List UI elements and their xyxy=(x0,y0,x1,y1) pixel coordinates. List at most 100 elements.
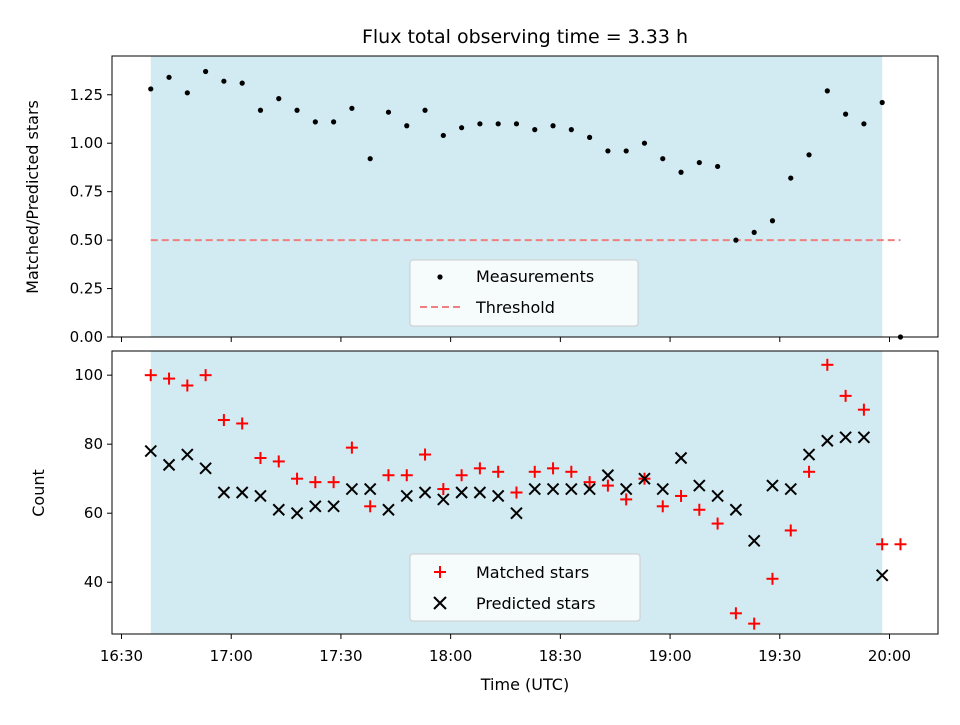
matched-star-point xyxy=(382,469,395,482)
matched-star-point xyxy=(656,500,669,513)
measurement-point xyxy=(605,148,611,154)
top-y-tick-label: 1.25 xyxy=(70,86,103,104)
matched-star-point xyxy=(839,389,852,402)
predicted-star-point xyxy=(619,482,633,496)
predicted-star-point xyxy=(802,448,816,461)
measurement-point xyxy=(861,121,867,127)
predicted-star-point xyxy=(418,486,432,499)
legend-measurements-label: Measurements xyxy=(476,267,594,286)
measurement-point xyxy=(806,152,812,158)
matched-star-point xyxy=(309,476,322,489)
bottom-y-tick-label: 80 xyxy=(84,435,103,453)
predicted-stars-points xyxy=(144,431,889,582)
measurement-point xyxy=(148,86,154,92)
legend-measurements-marker xyxy=(437,274,443,280)
measurement-point xyxy=(751,229,757,235)
measurement-point xyxy=(422,107,428,113)
matched-star-point xyxy=(181,379,194,392)
measurement-point xyxy=(532,127,538,133)
measurement-point xyxy=(623,148,629,154)
bottom-y-tick-label: 40 xyxy=(84,573,103,591)
measurement-point xyxy=(495,121,501,127)
predicted-star-point xyxy=(181,448,194,461)
predicted-star-point xyxy=(711,489,724,503)
measurement-point xyxy=(276,96,282,102)
measurement-point xyxy=(550,123,556,129)
measurement-point xyxy=(879,99,885,106)
x-tick-label: 17:30 xyxy=(319,647,362,665)
measurement-point xyxy=(769,218,776,224)
predicted-star-point xyxy=(272,503,285,516)
measurement-point xyxy=(404,123,410,129)
matched-star-point xyxy=(803,465,816,478)
predicted-star-point xyxy=(491,489,505,503)
predicted-star-point xyxy=(821,434,834,447)
matched-star-point xyxy=(510,486,523,499)
measurement-point xyxy=(824,88,830,94)
x-tick-label: 17:00 xyxy=(210,647,253,665)
x-tick-label: 20:00 xyxy=(868,647,911,665)
matched-star-point xyxy=(547,462,560,475)
predicted-star-point xyxy=(693,479,706,492)
top-y-tick-label: 0.50 xyxy=(70,231,103,249)
predicted-star-point xyxy=(510,507,523,520)
measurement-point xyxy=(367,156,373,162)
measurement-point xyxy=(678,169,684,175)
predicted-star-point xyxy=(437,493,450,506)
top-y-tick-label: 0.75 xyxy=(70,183,103,201)
matched-star-point xyxy=(473,462,486,475)
predicted-star-point xyxy=(747,534,761,548)
top-y-tick-label: 0.00 xyxy=(70,328,103,346)
matched-star-point xyxy=(492,465,505,478)
measurement-point xyxy=(696,159,702,166)
top-plot-frame xyxy=(111,55,939,338)
top-x-ticks xyxy=(121,337,890,342)
predicted-star-point xyxy=(857,431,871,444)
matched-star-point xyxy=(821,358,834,371)
matched-star-point xyxy=(675,489,688,502)
measurement-point xyxy=(239,80,245,86)
matched-star-point xyxy=(236,417,249,430)
predicted-star-point xyxy=(455,486,468,499)
matched-star-point xyxy=(894,538,907,551)
measurement-point xyxy=(221,78,227,84)
predicted-star-point xyxy=(784,482,797,496)
bottom-y-ticks: 40 60 80 100 xyxy=(74,366,112,591)
matched-star-point xyxy=(272,455,285,468)
x-tick-label: 19:30 xyxy=(758,647,801,665)
predicted-star-point xyxy=(235,486,249,499)
legend-matched-marker xyxy=(434,566,446,578)
predicted-star-point xyxy=(638,472,651,485)
measurement-point xyxy=(715,163,721,170)
measurement-point xyxy=(349,105,355,111)
predicted-star-point xyxy=(729,503,743,516)
measurement-point xyxy=(294,107,300,113)
legend-threshold-label: Threshold xyxy=(475,298,555,317)
predicted-star-point xyxy=(309,500,322,513)
x-tick-label: 18:00 xyxy=(429,647,472,665)
predicted-star-point xyxy=(254,489,267,503)
predicted-star-point xyxy=(546,482,560,496)
matched-star-point xyxy=(345,441,358,454)
bottom-legend: Matched stars Predicted stars xyxy=(409,553,641,622)
measurement-point xyxy=(477,121,483,127)
x-tick-label: 19:00 xyxy=(648,647,691,665)
bottom-x-ticks: 16:30 17:00 17:30 18:00 18:30 19:00 19:30 20:00 xyxy=(100,634,911,665)
predicted-star-point xyxy=(217,486,231,499)
predicted-star-point xyxy=(473,486,487,499)
matched-star-point xyxy=(620,493,633,506)
matched-star-point xyxy=(857,403,870,416)
matched-star-point xyxy=(419,448,432,461)
bottom-plot-frame xyxy=(111,350,939,635)
predicted-star-point xyxy=(290,507,304,520)
matched-star-point xyxy=(327,476,340,489)
matched-star-point xyxy=(784,524,797,537)
measurement-point xyxy=(385,109,392,115)
matched-star-point xyxy=(583,476,596,489)
predicted-star-point xyxy=(528,482,541,496)
bottom-legend-box xyxy=(409,553,641,622)
measurement-point xyxy=(641,140,648,146)
legend-predicted-marker xyxy=(433,596,447,610)
predicted-star-point xyxy=(565,482,578,496)
